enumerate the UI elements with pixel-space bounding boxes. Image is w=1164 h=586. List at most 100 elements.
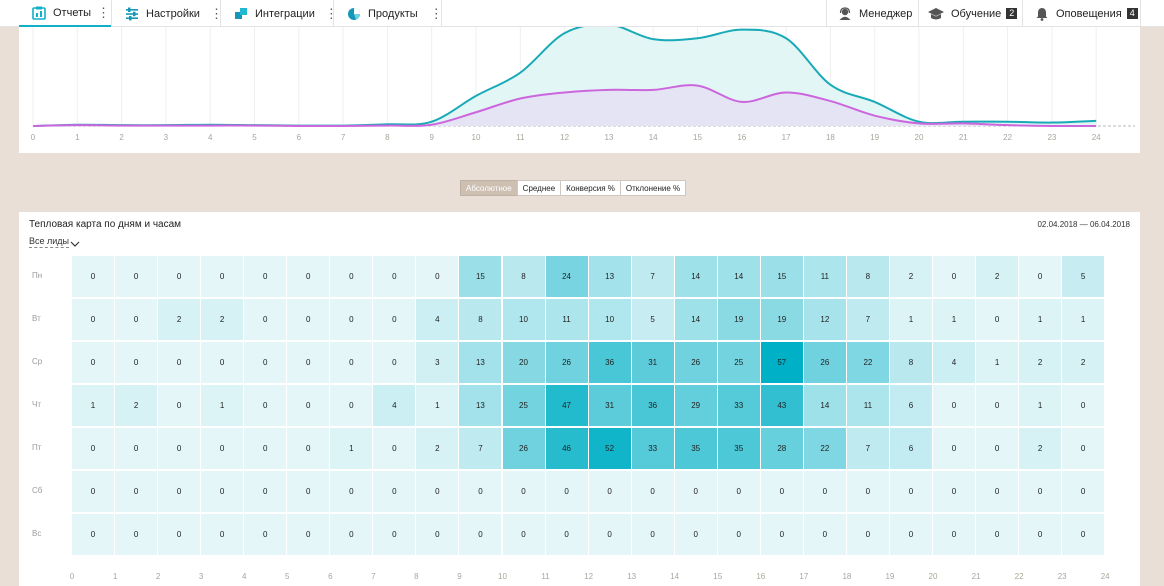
chevron-down-icon[interactable] — [70, 236, 80, 247]
heatmap-cell[interactable]: 4 — [933, 342, 975, 383]
heatmap-cell[interactable]: 0 — [1062, 471, 1105, 512]
heatmap-cell[interactable]: 0 — [545, 471, 588, 512]
heatmap-cell[interactable]: 35 — [717, 428, 760, 469]
mode-deviation-button[interactable]: Отклонение % — [619, 180, 687, 196]
heatmap-cell[interactable]: 0 — [373, 471, 416, 512]
heatmap-cell[interactable]: 28 — [760, 428, 803, 469]
heatmap-cell[interactable]: 0 — [115, 299, 158, 340]
heatmap-cell[interactable]: 0 — [287, 514, 330, 555]
heatmap-cell[interactable]: 0 — [330, 471, 373, 512]
heatmap-cell[interactable]: 1 — [1019, 385, 1062, 426]
heatmap-cell[interactable]: 0 — [631, 471, 674, 512]
heatmap-cell[interactable]: 13 — [588, 256, 631, 297]
heatmap-cell[interactable]: 0 — [631, 514, 674, 555]
heatmap-cell[interactable]: 5 — [1062, 256, 1105, 297]
heatmap-cell[interactable]: 0 — [72, 256, 114, 297]
heatmap-cell[interactable]: 2 — [889, 256, 932, 297]
heatmap-cell[interactable]: 2 — [158, 299, 201, 340]
heatmap-cell[interactable]: 0 — [976, 471, 1019, 512]
heatmap-cell[interactable]: 0 — [287, 256, 330, 297]
more-menu-icon[interactable]: ⋮ — [324, 6, 338, 21]
heatmap-cell[interactable]: 0 — [158, 428, 201, 469]
heatmap-cell[interactable]: 0 — [803, 471, 846, 512]
heatmap-cell[interactable]: 0 — [330, 299, 373, 340]
heatmap-cell[interactable]: 0 — [545, 514, 588, 555]
heatmap-cell[interactable]: 0 — [846, 471, 889, 512]
heatmap-cell[interactable]: 57 — [760, 342, 803, 383]
heatmap-cell[interactable]: 8 — [459, 299, 502, 340]
heatmap-cell[interactable]: 1 — [1019, 299, 1062, 340]
heatmap-cell[interactable]: 0 — [330, 342, 373, 383]
heatmap-cell[interactable]: 0 — [244, 256, 287, 297]
heatmap-cell[interactable]: 20 — [502, 342, 545, 383]
heatmap-cell[interactable]: 0 — [976, 428, 1019, 469]
leads-filter-dropdown[interactable]: Все лиды — [29, 236, 70, 248]
heatmap-cell[interactable]: 0 — [115, 342, 158, 383]
heatmap-cell[interactable]: 0 — [72, 514, 114, 555]
heatmap-cell[interactable]: 0 — [1062, 385, 1105, 426]
mode-absolute-button[interactable]: Абсолютное — [460, 180, 518, 196]
heatmap-cell[interactable]: 7 — [631, 256, 674, 297]
heatmap-cell[interactable]: 2 — [115, 385, 158, 426]
heatmap-cell[interactable]: 0 — [115, 471, 158, 512]
heatmap-cell[interactable]: 0 — [846, 514, 889, 555]
heatmap-cell[interactable]: 0 — [933, 514, 975, 555]
heatmap-cell[interactable]: 0 — [115, 428, 158, 469]
heatmap-cell[interactable]: 0 — [976, 299, 1019, 340]
heatmap-cell[interactable]: 0 — [373, 514, 416, 555]
heatmap-cell[interactable]: 6 — [889, 385, 932, 426]
heatmap-cell[interactable]: 0 — [287, 428, 330, 469]
heatmap-cell[interactable]: 15 — [459, 256, 502, 297]
heatmap-cell[interactable]: 0 — [158, 342, 201, 383]
heatmap-cell[interactable]: 6 — [889, 428, 932, 469]
heatmap-cell[interactable]: 0 — [244, 514, 287, 555]
heatmap-cell[interactable]: 0 — [158, 385, 201, 426]
heatmap-cell[interactable]: 13 — [459, 385, 502, 426]
heatmap-cell[interactable]: 36 — [631, 385, 674, 426]
heatmap-cell[interactable]: 0 — [330, 385, 373, 426]
heatmap-cell[interactable]: 0 — [1019, 471, 1062, 512]
heatmap-cell[interactable]: 8 — [846, 256, 889, 297]
heatmap-cell[interactable]: 0 — [244, 342, 287, 383]
heatmap-cell[interactable]: 4 — [373, 385, 416, 426]
more-menu-icon[interactable]: ⋮ — [97, 5, 110, 20]
nav-item-manager[interactable]: Менеджер — [837, 0, 912, 27]
heatmap-cell[interactable]: 11 — [803, 256, 846, 297]
heatmap-cell[interactable]: 2 — [1062, 342, 1105, 383]
heatmap-cell[interactable]: 33 — [717, 385, 760, 426]
heatmap-cell[interactable]: 0 — [933, 428, 975, 469]
heatmap-cell[interactable]: 36 — [588, 342, 631, 383]
heatmap-cell[interactable]: 0 — [373, 428, 416, 469]
heatmap-cell[interactable]: 14 — [674, 256, 717, 297]
heatmap-cell[interactable]: 0 — [588, 514, 631, 555]
heatmap-cell[interactable]: 0 — [502, 514, 545, 555]
heatmap-cell[interactable]: 0 — [717, 471, 760, 512]
heatmap-cell[interactable]: 0 — [72, 299, 114, 340]
heatmap-cell[interactable]: 0 — [416, 256, 459, 297]
heatmap-cell[interactable]: 33 — [631, 428, 674, 469]
heatmap-cell[interactable]: 0 — [287, 385, 330, 426]
heatmap-cell[interactable]: 0 — [1019, 256, 1062, 297]
heatmap-cell[interactable]: 0 — [976, 385, 1019, 426]
heatmap-cell[interactable]: 14 — [674, 299, 717, 340]
heatmap-cell[interactable]: 0 — [201, 256, 244, 297]
heatmap-cell[interactable]: 8 — [889, 342, 932, 383]
heatmap-cell[interactable]: 26 — [674, 342, 717, 383]
heatmap-cell[interactable]: 29 — [674, 385, 717, 426]
heatmap-cell[interactable]: 0 — [803, 514, 846, 555]
heatmap-cell[interactable]: 1 — [976, 342, 1019, 383]
heatmap-cell[interactable]: 0 — [158, 256, 201, 297]
heatmap-cell[interactable]: 0 — [201, 342, 244, 383]
heatmap-cell[interactable]: 25 — [717, 342, 760, 383]
heatmap-cell[interactable]: 0 — [72, 428, 114, 469]
heatmap-cell[interactable]: 2 — [1019, 428, 1062, 469]
heatmap-cell[interactable]: 7 — [459, 428, 502, 469]
heatmap-cell[interactable]: 19 — [760, 299, 803, 340]
heatmap-cell[interactable]: 11 — [545, 299, 588, 340]
heatmap-cell[interactable]: 19 — [717, 299, 760, 340]
heatmap-cell[interactable]: 0 — [760, 514, 803, 555]
heatmap-cell[interactable]: 12 — [803, 299, 846, 340]
heatmap-cell[interactable]: 1 — [1062, 299, 1105, 340]
heatmap-cell[interactable]: 0 — [201, 514, 244, 555]
heatmap-cell[interactable]: 0 — [244, 299, 287, 340]
